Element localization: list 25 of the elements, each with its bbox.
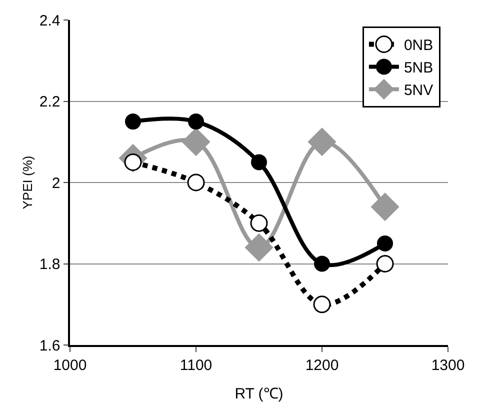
point: [314, 256, 330, 272]
point: [377, 235, 393, 252]
point: [188, 114, 204, 130]
point: [182, 128, 210, 156]
point: [308, 128, 336, 156]
point: [244, 233, 274, 262]
x-axis-title: RT (℃): [234, 385, 284, 402]
y-tick-label: 2: [52, 174, 60, 192]
y-axis-title: YPEI (%): [20, 156, 35, 210]
point: [313, 296, 331, 314]
x-tick-label: 1100: [180, 356, 212, 374]
x-tick-label: 1200: [305, 356, 339, 374]
point: [187, 174, 205, 192]
y-tick-label: 2.2: [39, 94, 60, 110]
point: [251, 154, 267, 170]
legend-label: 0NB: [404, 37, 434, 54]
x-tick-label: 1000: [53, 356, 87, 374]
legend-label: 5NV: [404, 82, 434, 100]
y-tick-label: 2.4: [39, 12, 60, 30]
point: [370, 192, 400, 222]
x-tick-label: 1300: [431, 356, 465, 374]
y-tick-label: 1.8: [39, 256, 60, 273]
y-tick-label: 1.6: [39, 337, 60, 354]
legend-label: 5NB: [404, 60, 434, 77]
point: [125, 114, 141, 130]
